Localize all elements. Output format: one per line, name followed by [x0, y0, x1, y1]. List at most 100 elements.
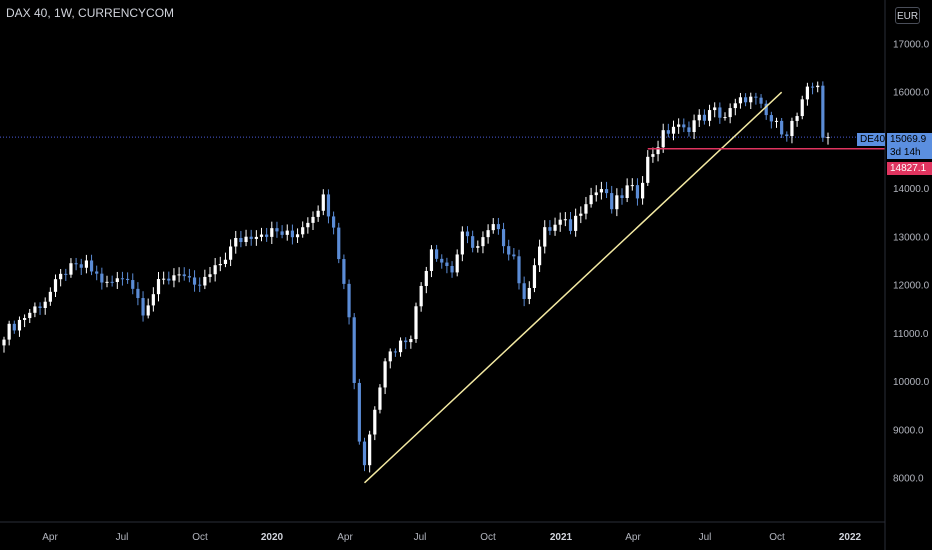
- candle: [635, 185, 640, 199]
- candle: [378, 387, 382, 410]
- candle: [321, 194, 325, 211]
- candle: [465, 231, 470, 237]
- candle: [28, 312, 32, 319]
- candle: [481, 237, 485, 247]
- candle: [368, 434, 372, 466]
- candle: [641, 182, 645, 199]
- candle: [249, 236, 253, 239]
- candle: [486, 230, 490, 238]
- candle: [749, 96, 753, 103]
- x-tick-label: Jul: [116, 532, 129, 543]
- candle: [630, 185, 634, 187]
- candle: [131, 280, 135, 289]
- candle: [146, 305, 150, 316]
- candle: [507, 246, 511, 255]
- candle: [120, 278, 125, 280]
- candle: [187, 276, 191, 278]
- candle: [728, 108, 732, 118]
- candle: [414, 306, 418, 340]
- candle: [574, 215, 578, 231]
- candle: [192, 277, 197, 285]
- candle: [156, 279, 161, 295]
- candle: [522, 283, 526, 299]
- x-tick-label: Oct: [192, 532, 208, 543]
- candle: [141, 298, 145, 316]
- candle: [295, 234, 300, 238]
- x-tick-label: Apr: [625, 532, 641, 543]
- candle: [105, 281, 109, 283]
- candle: [661, 130, 665, 148]
- currency-button[interactable]: EUR: [895, 7, 920, 24]
- candle: [95, 271, 99, 274]
- candle: [795, 116, 799, 121]
- y-tick-label: 8000.0: [893, 474, 924, 485]
- y-tick-label: 9000.0: [893, 425, 924, 436]
- candle: [677, 124, 681, 127]
- candle: [738, 97, 743, 104]
- candle: [774, 120, 779, 122]
- candle: [259, 234, 264, 237]
- candle: [615, 195, 619, 210]
- y-tick-label: 17000.0: [893, 40, 930, 51]
- x-tick-label: 2020: [261, 532, 284, 543]
- x-tick-label: Jul: [699, 532, 712, 543]
- candle: [84, 260, 88, 268]
- candle: [821, 85, 825, 138]
- candle: [306, 222, 310, 228]
- candle: [682, 124, 686, 128]
- candle: [362, 441, 367, 466]
- candle: [275, 228, 279, 232]
- candle: [429, 249, 434, 271]
- trendline[interactable]: [363, 91, 783, 484]
- candle: [723, 117, 727, 119]
- candle: [234, 238, 238, 247]
- x-tick-label: Oct: [480, 532, 496, 543]
- candle: [713, 107, 717, 111]
- candle: [687, 127, 691, 133]
- candle: [620, 195, 624, 199]
- candle: [213, 265, 217, 275]
- candle: [244, 236, 248, 243]
- candle: [692, 120, 696, 133]
- candle: [393, 351, 397, 353]
- candle: [759, 97, 763, 104]
- candle: [594, 192, 598, 196]
- x-tick-label: 2021: [550, 532, 573, 543]
- x-tick-label: Jul: [414, 532, 427, 543]
- candle: [301, 227, 305, 235]
- candle: [332, 216, 336, 228]
- candle: [388, 351, 392, 362]
- candle: [383, 361, 387, 388]
- candle: [527, 287, 531, 299]
- candle: [373, 409, 377, 435]
- candle: [589, 195, 593, 205]
- y-tick-label: 16000.0: [893, 88, 930, 99]
- y-tick-label: 14000.0: [893, 184, 930, 195]
- y-tick-label: 11000.0: [893, 329, 929, 340]
- candle: [357, 382, 361, 442]
- y-tick-label: 13000.0: [893, 232, 930, 243]
- candle: [584, 204, 588, 214]
- candle: [177, 274, 181, 276]
- candle: [347, 283, 351, 318]
- candle: [754, 96, 758, 98]
- last-price-tag: 15069.9: [887, 133, 932, 146]
- candle: [218, 263, 222, 266]
- candle: [151, 294, 155, 306]
- candle: [625, 185, 629, 199]
- x-tick-label: Apr: [337, 532, 353, 543]
- candle: [810, 86, 815, 88]
- candle: [265, 234, 269, 237]
- candle: [38, 306, 42, 308]
- candle: [568, 219, 573, 231]
- candle: [208, 274, 212, 277]
- candle: [579, 213, 583, 216]
- candle: [471, 236, 475, 248]
- candle: [826, 137, 830, 139]
- candle: [780, 120, 784, 135]
- candle: [496, 224, 500, 230]
- candle: [563, 219, 567, 221]
- candle: [53, 279, 58, 292]
- candle: [538, 246, 542, 266]
